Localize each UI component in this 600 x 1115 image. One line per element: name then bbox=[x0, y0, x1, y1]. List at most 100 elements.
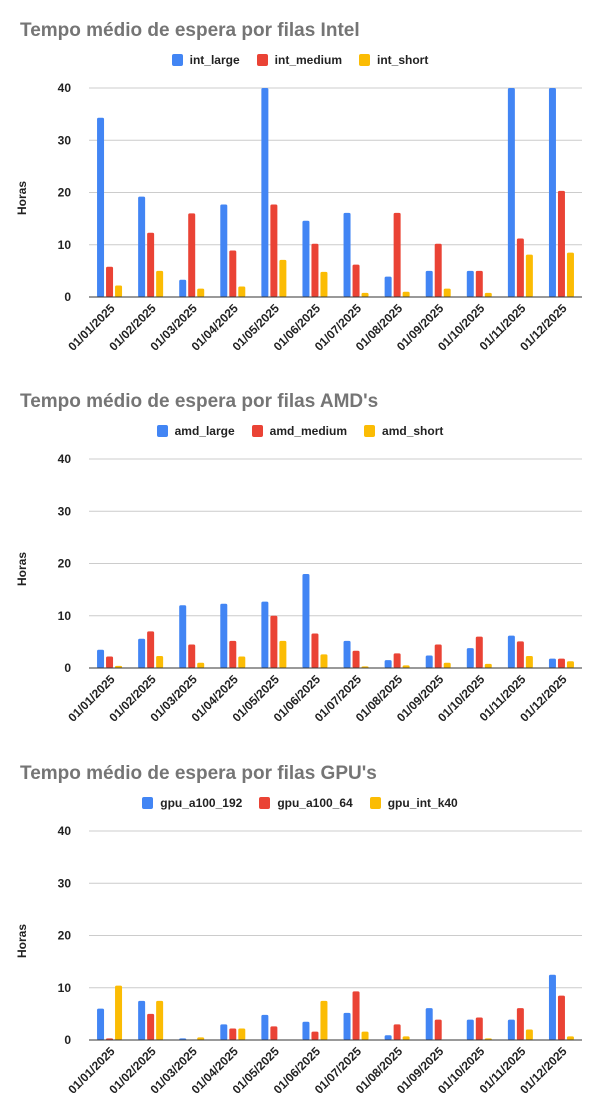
legend-label: int_medium bbox=[274, 53, 342, 67]
legend-swatch bbox=[369, 797, 381, 809]
bar bbox=[361, 292, 369, 297]
bar bbox=[516, 641, 524, 668]
legend-label: gpu_a100_64 bbox=[277, 796, 353, 810]
bar bbox=[402, 291, 410, 297]
bar bbox=[138, 196, 146, 297]
bar bbox=[384, 1035, 392, 1040]
bar bbox=[425, 655, 433, 668]
bar bbox=[343, 640, 351, 668]
bar bbox=[156, 655, 164, 668]
bar bbox=[302, 220, 310, 297]
bar bbox=[507, 1019, 515, 1040]
bar bbox=[393, 1024, 401, 1040]
bar bbox=[384, 660, 392, 668]
bar bbox=[238, 656, 246, 668]
legend-item: int_large bbox=[171, 53, 240, 67]
bar bbox=[156, 270, 164, 297]
bar bbox=[147, 232, 155, 297]
bar bbox=[557, 190, 565, 297]
legend-label: int_large bbox=[189, 53, 240, 67]
bar bbox=[525, 1029, 533, 1040]
bar bbox=[484, 292, 492, 297]
bar bbox=[115, 665, 123, 668]
bar bbox=[393, 653, 401, 668]
y-tick-label: 10 bbox=[58, 981, 72, 995]
bar bbox=[484, 663, 492, 668]
y-tick-label: 40 bbox=[58, 824, 72, 838]
bar bbox=[352, 650, 360, 668]
bar bbox=[475, 1017, 483, 1040]
bar bbox=[106, 656, 114, 668]
bar bbox=[548, 658, 556, 668]
legend-item: amd_medium bbox=[251, 424, 347, 438]
y-tick-label: 40 bbox=[58, 81, 72, 95]
y-tick-label: 10 bbox=[58, 238, 72, 252]
bar bbox=[352, 264, 360, 297]
bar bbox=[425, 270, 433, 297]
y-tick-label: 40 bbox=[58, 452, 72, 466]
bar bbox=[566, 252, 574, 297]
bar bbox=[393, 212, 401, 297]
bar bbox=[466, 1019, 474, 1040]
y-tick-label: 0 bbox=[64, 1033, 71, 1047]
bar bbox=[320, 1000, 328, 1040]
legend-label: gpu_int_k40 bbox=[387, 796, 458, 810]
legend-swatch bbox=[156, 425, 168, 437]
bar bbox=[548, 88, 556, 297]
y-tick-label: 30 bbox=[58, 504, 72, 518]
bar bbox=[320, 271, 328, 297]
bar bbox=[525, 655, 533, 668]
legend-swatch bbox=[142, 797, 154, 809]
legend-label: amd_large bbox=[174, 424, 235, 438]
bar bbox=[475, 270, 483, 297]
legend-swatch bbox=[171, 54, 183, 66]
bar bbox=[270, 204, 278, 297]
y-tick-label: 20 bbox=[58, 929, 72, 943]
bar bbox=[197, 662, 205, 668]
bar bbox=[138, 638, 146, 668]
chart-title: Tempo médio de espera por filas AMD's bbox=[20, 391, 379, 412]
legend-swatch bbox=[364, 425, 376, 437]
legend-item: gpu_a100_64 bbox=[259, 796, 353, 810]
plot-area: 01020304001/01/202501/02/202501/03/20250… bbox=[58, 452, 582, 725]
bar bbox=[229, 1028, 237, 1040]
legend-swatch bbox=[256, 54, 268, 66]
bar bbox=[197, 288, 205, 297]
chart-legend: gpu_a100_192 gpu_a100_64 gpu_int_k40 bbox=[0, 796, 600, 810]
bar bbox=[566, 661, 574, 668]
bar bbox=[97, 117, 105, 297]
bar bbox=[302, 1021, 310, 1040]
legend-swatch bbox=[259, 797, 271, 809]
bar bbox=[516, 1008, 524, 1040]
bar bbox=[270, 615, 278, 668]
bar bbox=[466, 648, 474, 668]
bar bbox=[557, 995, 565, 1040]
bar bbox=[261, 1014, 269, 1040]
bar bbox=[402, 665, 410, 668]
y-tick-label: 0 bbox=[64, 290, 71, 304]
y-tick-label: 0 bbox=[64, 661, 71, 675]
bar bbox=[507, 88, 515, 297]
bar bbox=[220, 603, 228, 668]
y-tick-label: 10 bbox=[58, 609, 72, 623]
y-tick-label: 20 bbox=[58, 557, 72, 571]
bar bbox=[566, 1036, 574, 1040]
bar bbox=[179, 279, 187, 297]
legend-label: gpu_a100_192 bbox=[160, 796, 243, 810]
bar bbox=[548, 974, 556, 1040]
legend-item: amd_short bbox=[364, 424, 443, 438]
legend-item: int_medium bbox=[256, 53, 342, 67]
legend-swatch bbox=[251, 425, 263, 437]
bar bbox=[106, 266, 114, 297]
bar bbox=[138, 1000, 146, 1040]
bar bbox=[229, 640, 237, 668]
bar bbox=[384, 276, 392, 297]
bar bbox=[238, 286, 246, 297]
chart-legend: int_large int_medium int_short bbox=[0, 53, 600, 67]
bar bbox=[402, 1036, 410, 1040]
bar bbox=[311, 633, 319, 668]
bar bbox=[115, 285, 123, 297]
bar bbox=[311, 243, 319, 297]
bar bbox=[156, 1000, 164, 1040]
bar bbox=[434, 243, 442, 297]
